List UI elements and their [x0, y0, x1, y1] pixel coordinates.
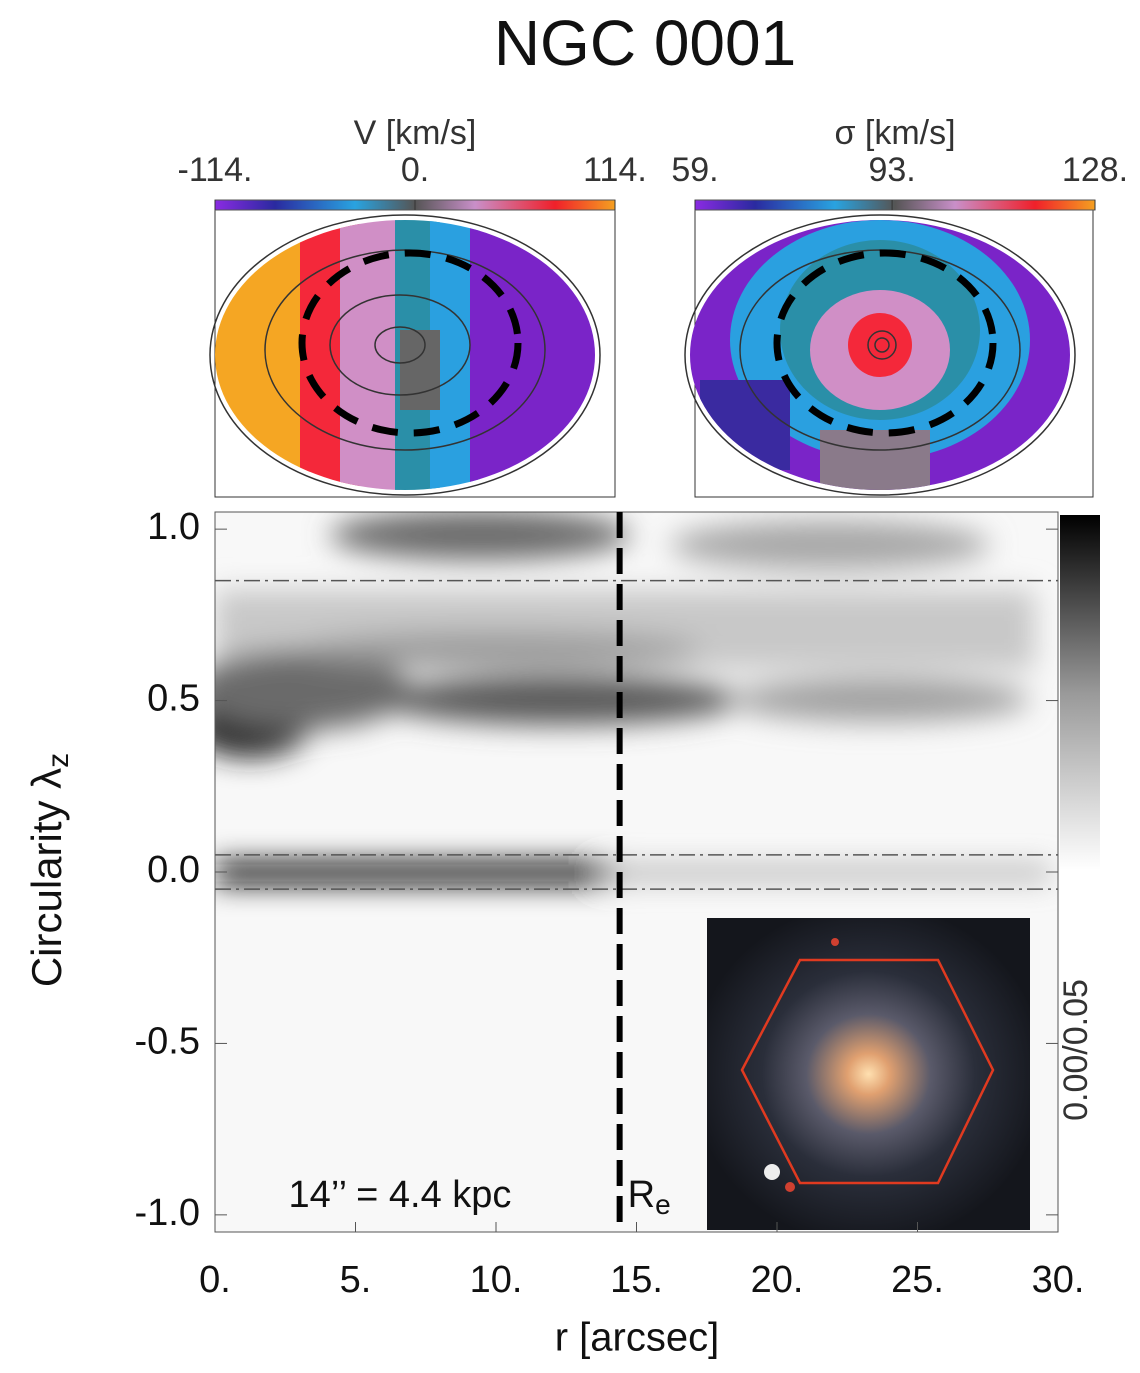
colorbar	[1060, 515, 1100, 870]
re-label: Re	[628, 1174, 671, 1220]
y-tick-label: 0.0	[147, 849, 200, 891]
y-tick-label: -1.0	[135, 1192, 200, 1234]
y-tick-label: 0.5	[147, 678, 200, 720]
colorbar-tick-label: -114.	[178, 151, 253, 189]
x-tick-label: 30.	[1032, 1259, 1085, 1301]
colorbar	[694, 199, 1096, 211]
galaxy-image	[707, 918, 1030, 1230]
colorbar-label: V [km/s]	[354, 114, 477, 152]
x-axis-label: r [arcsec]	[555, 1316, 719, 1360]
x-tick-label: 0.	[199, 1259, 231, 1301]
colorbar-tick-label: 114.	[583, 151, 647, 189]
y-axis-label-sub: z	[42, 753, 75, 768]
x-tick-label: 10.	[470, 1259, 523, 1301]
x-tick-label: 15.	[610, 1259, 663, 1301]
colorbar-tick-label: 93.	[868, 151, 915, 189]
y-tick-label: -0.5	[135, 1020, 200, 1062]
title: NGC 0001	[494, 7, 796, 79]
colorbar-label: σ [km/s]	[834, 114, 955, 152]
y-axis-label: Circularity λz	[23, 753, 75, 987]
re-label-main: R	[628, 1174, 655, 1216]
colorbar-label: 0.00/0.05	[1057, 979, 1095, 1121]
y-axis-label-main: Circularity λ	[23, 768, 70, 987]
x-tick-label: 20.	[751, 1259, 804, 1301]
colorbar-tick-label: 0.	[401, 151, 429, 189]
y-tick-label: 1.0	[147, 506, 200, 548]
x-tick-label: 5.	[340, 1259, 372, 1301]
dispersion-map	[684, 209, 1094, 498]
x-tick-label: 25.	[891, 1259, 944, 1301]
scale-annotation: 14’’ = 4.4 kpc	[289, 1174, 512, 1216]
velocity-map	[209, 209, 616, 498]
colorbar-tick-label: 128.	[1062, 151, 1128, 189]
re-label-sub: e	[655, 1189, 671, 1220]
colorbar-tick-label: 59.	[671, 151, 718, 189]
